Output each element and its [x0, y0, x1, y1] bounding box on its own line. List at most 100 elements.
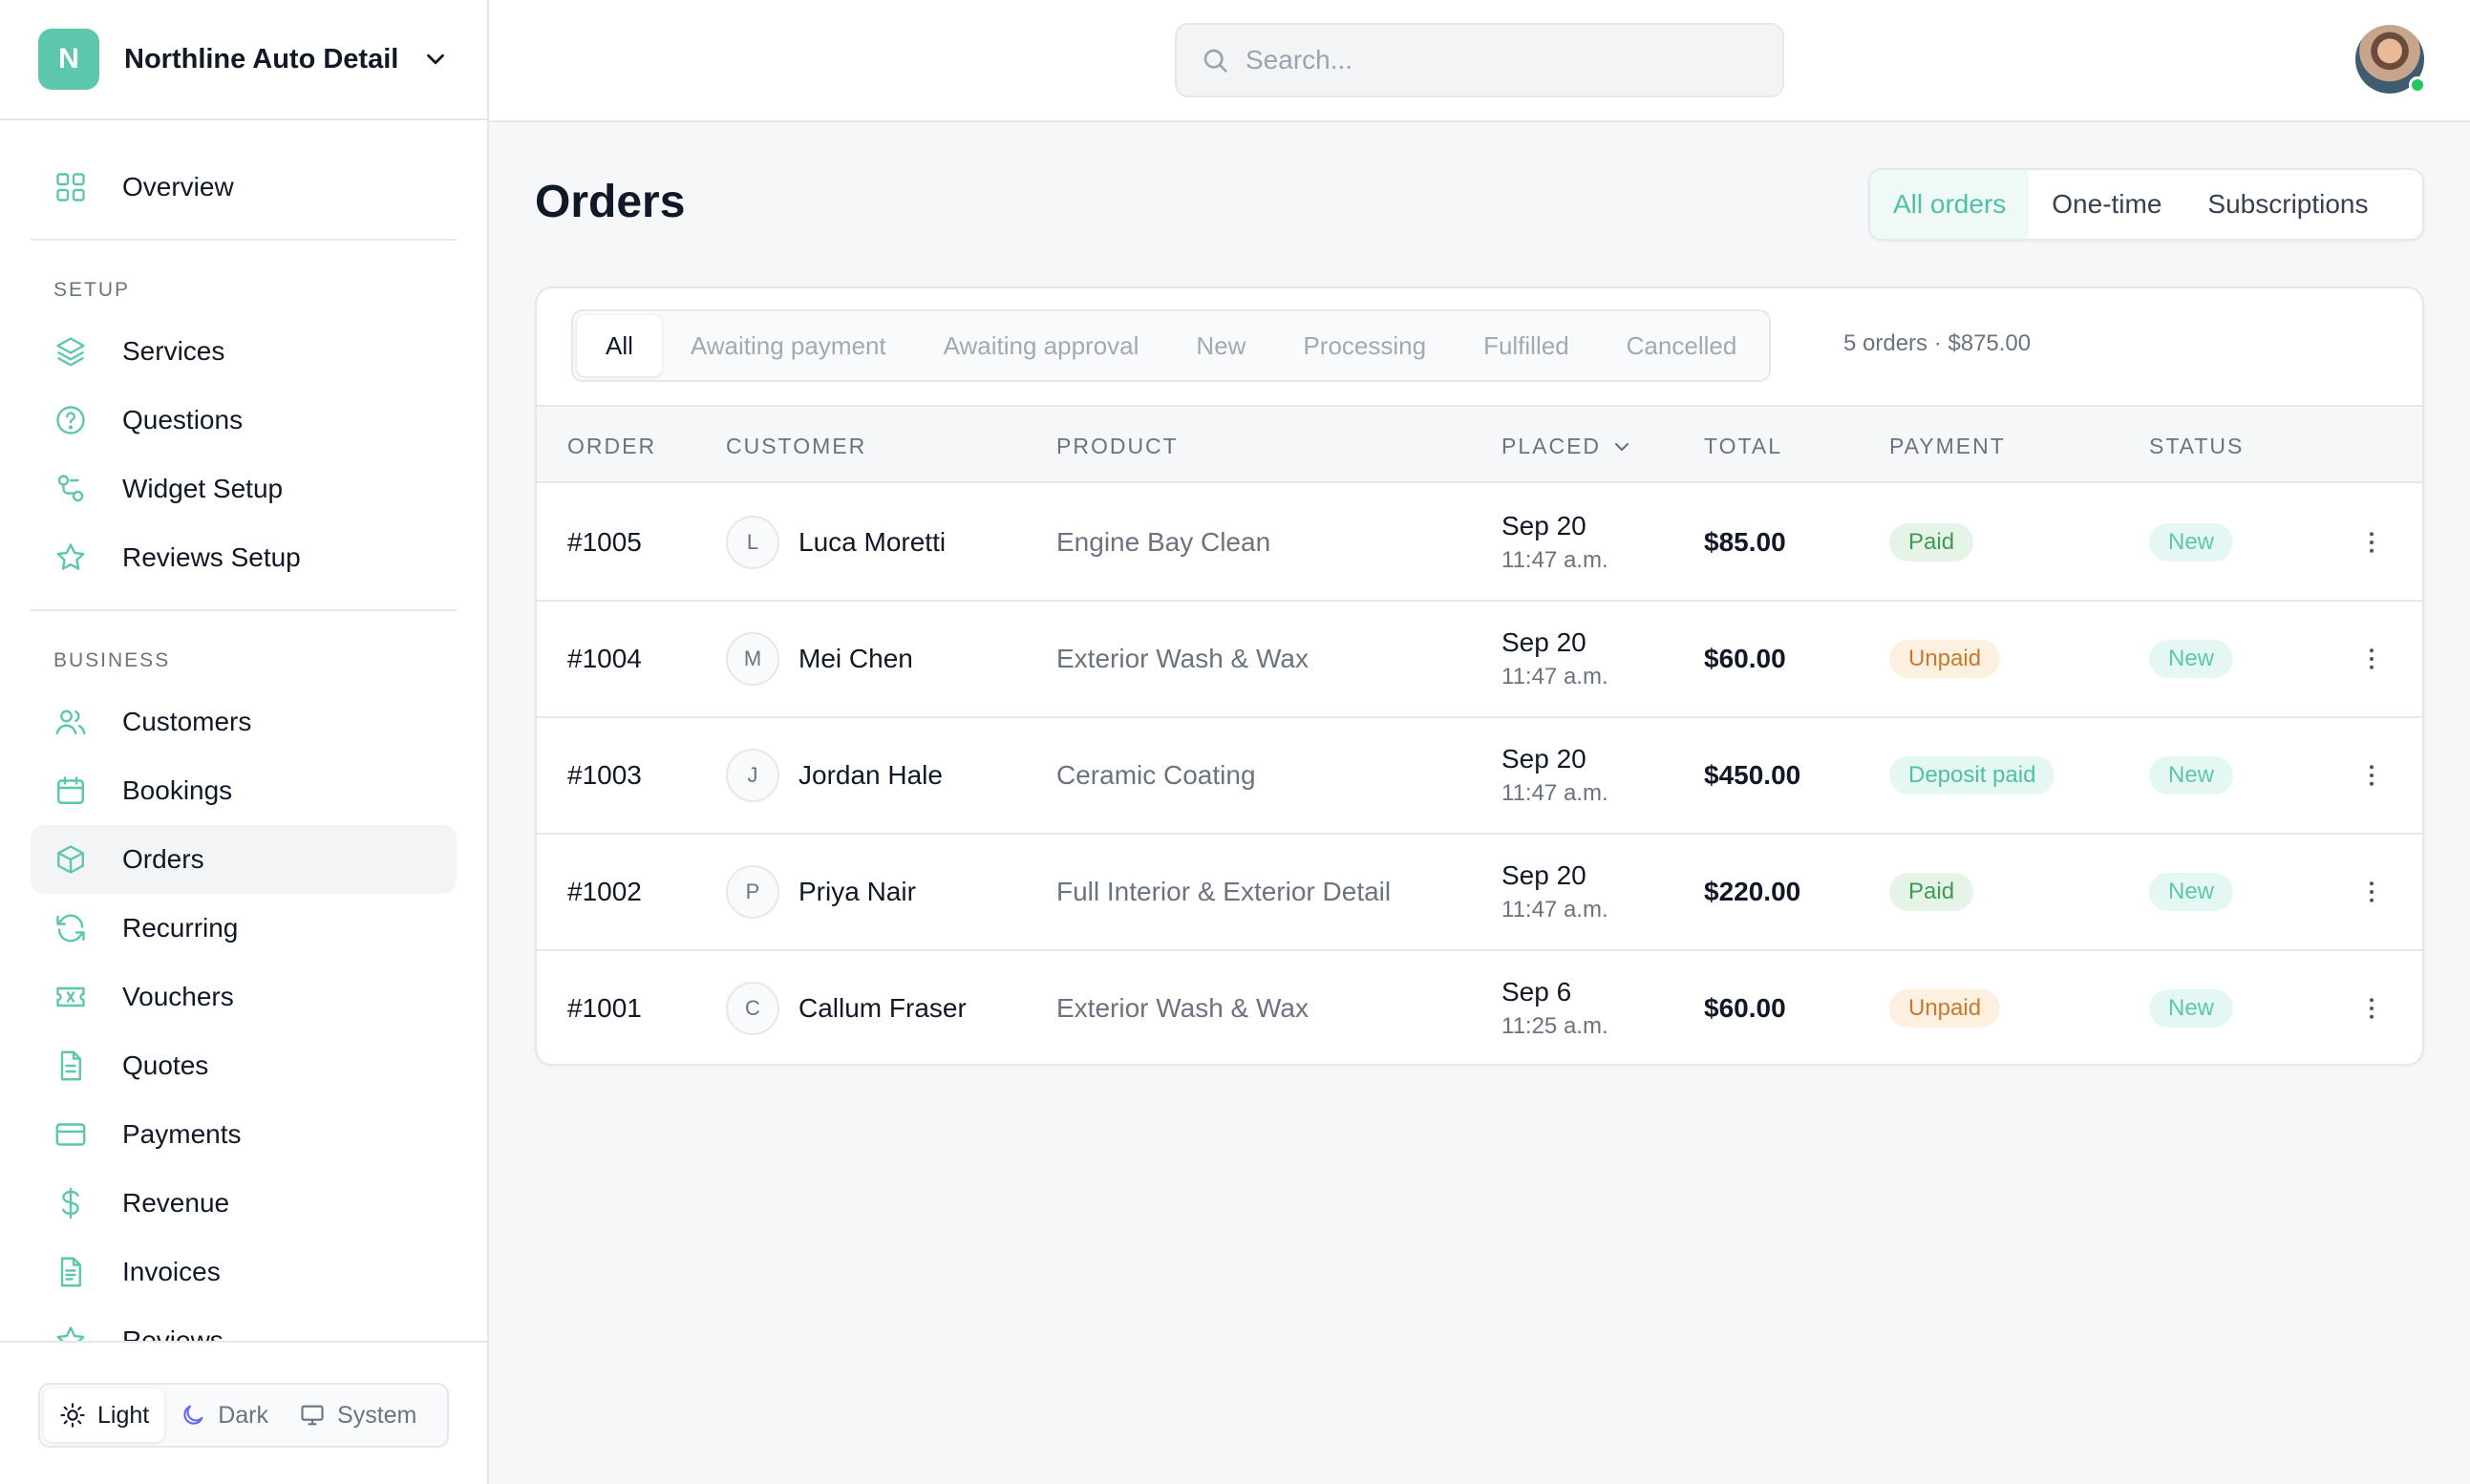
grid-icon — [53, 170, 88, 204]
placed-date: Sep 20 — [1501, 627, 1586, 657]
status-badge: New — [2149, 756, 2234, 795]
nav-item-customers[interactable]: Customers — [31, 688, 457, 756]
order-total: $60.00 — [1704, 644, 1786, 673]
placed-cell: Sep 20 11:47 a.m. — [1501, 485, 1608, 600]
star-icon — [53, 541, 88, 575]
filter-processing[interactable]: Processing — [1303, 330, 1427, 360]
nav-item-widget-setup[interactable]: Widget Setup — [31, 455, 457, 523]
nav-item-vouchers[interactable]: Vouchers — [31, 963, 457, 1031]
status-badge: New — [2149, 989, 2234, 1028]
column-header-placed[interactable]: PLACED — [1501, 434, 1633, 459]
customer-avatar: C — [726, 982, 779, 1035]
payment-cell: Paid — [1889, 835, 1974, 949]
row-menu-button[interactable] — [2357, 485, 2386, 600]
row-menu-button[interactable] — [2357, 951, 2386, 1064]
placed-time: 11:47 a.m. — [1501, 780, 1608, 806]
nav-label: Reviews Setup — [122, 542, 301, 572]
filter-awaiting-approval[interactable]: Awaiting approval — [943, 330, 1139, 360]
product-name: Engine Bay Clean — [1056, 527, 1271, 557]
status-cell: New — [2149, 835, 2234, 949]
payment-cell: Unpaid — [1889, 602, 2001, 716]
table-row[interactable]: #1002 P Priya Nair Full Interior & Exter… — [537, 835, 2422, 951]
product-name: Ceramic Coating — [1056, 760, 1256, 790]
theme-dark-button[interactable]: Dark — [164, 1389, 284, 1442]
order-number: #1002 — [567, 877, 642, 906]
column-header-product: PRODUCT — [1056, 434, 1179, 458]
theme-light-button[interactable]: Light — [44, 1389, 165, 1442]
workspace-switcher[interactable]: N Northline Auto Detail — [0, 0, 487, 120]
customer-name: Callum Fraser — [798, 993, 967, 1023]
filter-fulfilled[interactable]: Fulfilled — [1483, 330, 1569, 360]
widget-icon — [53, 472, 88, 506]
search-box[interactable] — [1175, 23, 1784, 97]
order-total: $85.00 — [1704, 527, 1786, 557]
more-vertical-icon — [2357, 994, 2386, 1023]
nav-item-payments[interactable]: Payments — [31, 1100, 457, 1169]
filter-awaiting-payment[interactable]: Awaiting payment — [690, 330, 886, 360]
user-avatar-button[interactable] — [2355, 25, 2426, 95]
nav-item-bookings[interactable]: Bookings — [31, 756, 457, 825]
more-vertical-icon — [2357, 878, 2386, 906]
tab-one-time[interactable]: One-time — [2052, 189, 2162, 219]
divider — [31, 239, 457, 241]
customer-avatar: P — [726, 865, 779, 919]
nav-item-invoices[interactable]: Invoices — [31, 1238, 457, 1306]
product-name: Full Interior & Exterior Detail — [1056, 877, 1392, 906]
column-header-total: TOTAL — [1704, 434, 1782, 458]
ticket-icon — [53, 980, 88, 1014]
tab-subscriptions[interactable]: Subscriptions — [2207, 189, 2369, 219]
table-row[interactable]: #1003 J Jordan Hale Ceramic Coating Sep … — [537, 718, 2422, 835]
nav-item-quotes[interactable]: Quotes — [31, 1031, 457, 1100]
payment-badge: Paid — [1889, 873, 1974, 911]
row-menu-button[interactable] — [2357, 718, 2386, 833]
search-icon — [1200, 45, 1230, 75]
status-cell: New — [2149, 602, 2234, 716]
status-cell: New — [2149, 951, 2234, 1064]
order-number: #1001 — [567, 993, 642, 1023]
filter-new[interactable]: New — [1196, 330, 1246, 360]
table-row[interactable]: #1001 C Callum Fraser Exterior Wash & Wa… — [537, 951, 2422, 1064]
placed-time: 11:25 a.m. — [1501, 1013, 1608, 1039]
placed-time: 11:47 a.m. — [1501, 664, 1608, 689]
nav-item-services[interactable]: Services — [31, 317, 457, 386]
chevron-down-icon — [1610, 435, 1633, 458]
sidebar-nav: Overview SETUP Services Questions Widget… — [31, 153, 457, 1375]
table-row[interactable]: #1005 L Luca Moretti Engine Bay Clean Se… — [537, 485, 2422, 602]
filter-all[interactable]: All — [577, 315, 662, 376]
nav-item-recurring[interactable]: Recurring — [31, 894, 457, 963]
calendar-icon — [53, 774, 88, 808]
placed-cell: Sep 20 11:47 a.m. — [1501, 718, 1608, 833]
theme-system-button[interactable]: System — [284, 1389, 432, 1442]
nav-item-questions[interactable]: Questions — [31, 386, 457, 455]
customer-cell: C Callum Fraser — [726, 951, 967, 1064]
order-type-tabs: All orders One-time Subscriptions — [1868, 168, 2424, 241]
top-bar — [489, 0, 2470, 122]
nav-item-overview[interactable]: Overview — [31, 153, 457, 222]
nav-label: Customers — [122, 707, 252, 736]
sun-icon — [59, 1402, 86, 1429]
refresh-icon — [53, 911, 88, 945]
placed-date: Sep 20 — [1501, 744, 1586, 774]
row-menu-button[interactable] — [2357, 835, 2386, 949]
tab-all-orders[interactable]: All orders — [1870, 170, 2030, 239]
payment-cell: Paid — [1889, 485, 1974, 600]
placed-time: 11:47 a.m. — [1501, 547, 1608, 573]
filter-cancelled[interactable]: Cancelled — [1626, 330, 1737, 360]
invoice-icon — [53, 1255, 88, 1289]
online-status-dot — [2409, 76, 2426, 94]
nav-item-reviews-setup[interactable]: Reviews Setup — [31, 523, 457, 592]
chevron-down-icon — [421, 45, 450, 74]
payment-badge: Paid — [1889, 523, 1974, 562]
order-total: $60.00 — [1704, 993, 1786, 1023]
nav-item-orders[interactable]: Orders — [31, 825, 457, 894]
placed-cell: Sep 6 11:25 a.m. — [1501, 951, 1608, 1064]
search-input[interactable] — [1246, 45, 1742, 75]
nav-item-revenue[interactable]: Revenue — [31, 1169, 457, 1238]
box-icon — [53, 842, 88, 877]
orders-card: All Awaiting payment Awaiting approval N… — [535, 286, 2424, 1066]
placed-date: Sep 20 — [1501, 860, 1586, 890]
row-menu-button[interactable] — [2357, 602, 2386, 716]
order-number: #1003 — [567, 760, 642, 790]
table-row[interactable]: #1004 M Mei Chen Exterior Wash & Wax Sep… — [537, 602, 2422, 718]
more-vertical-icon — [2357, 528, 2386, 557]
